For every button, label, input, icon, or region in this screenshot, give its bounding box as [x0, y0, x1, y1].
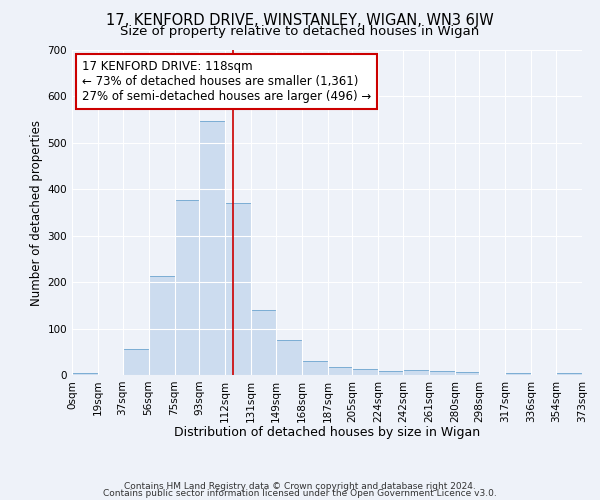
Text: 17, KENFORD DRIVE, WINSTANLEY, WIGAN, WN3 6JW: 17, KENFORD DRIVE, WINSTANLEY, WIGAN, WN… [106, 12, 494, 28]
Bar [429, 372, 455, 375]
X-axis label: Distribution of detached houses by size in Wigan: Distribution of detached houses by size … [174, 426, 480, 439]
Bar [403, 370, 429, 375]
Text: Size of property relative to detached houses in Wigan: Size of property relative to detached ho… [121, 25, 479, 38]
Bar [378, 372, 403, 375]
Bar [122, 350, 149, 375]
Y-axis label: Number of detached properties: Number of detached properties [31, 120, 43, 306]
Text: Contains public sector information licensed under the Open Government Licence v3: Contains public sector information licen… [103, 489, 497, 498]
Bar [199, 120, 225, 375]
Text: 17 KENFORD DRIVE: 118sqm
← 73% of detached houses are smaller (1,361)
27% of sem: 17 KENFORD DRIVE: 118sqm ← 73% of detach… [82, 60, 371, 103]
Bar [72, 372, 98, 375]
Bar [276, 340, 302, 375]
Bar [302, 361, 328, 375]
Text: Contains HM Land Registry data © Crown copyright and database right 2024.: Contains HM Land Registry data © Crown c… [124, 482, 476, 491]
Bar [251, 310, 276, 375]
Bar [455, 372, 479, 375]
Bar [149, 276, 175, 375]
Bar [328, 366, 352, 375]
Bar [175, 200, 199, 375]
Bar [225, 203, 251, 375]
Bar [505, 372, 532, 375]
Bar [556, 372, 582, 375]
Bar [352, 368, 378, 375]
